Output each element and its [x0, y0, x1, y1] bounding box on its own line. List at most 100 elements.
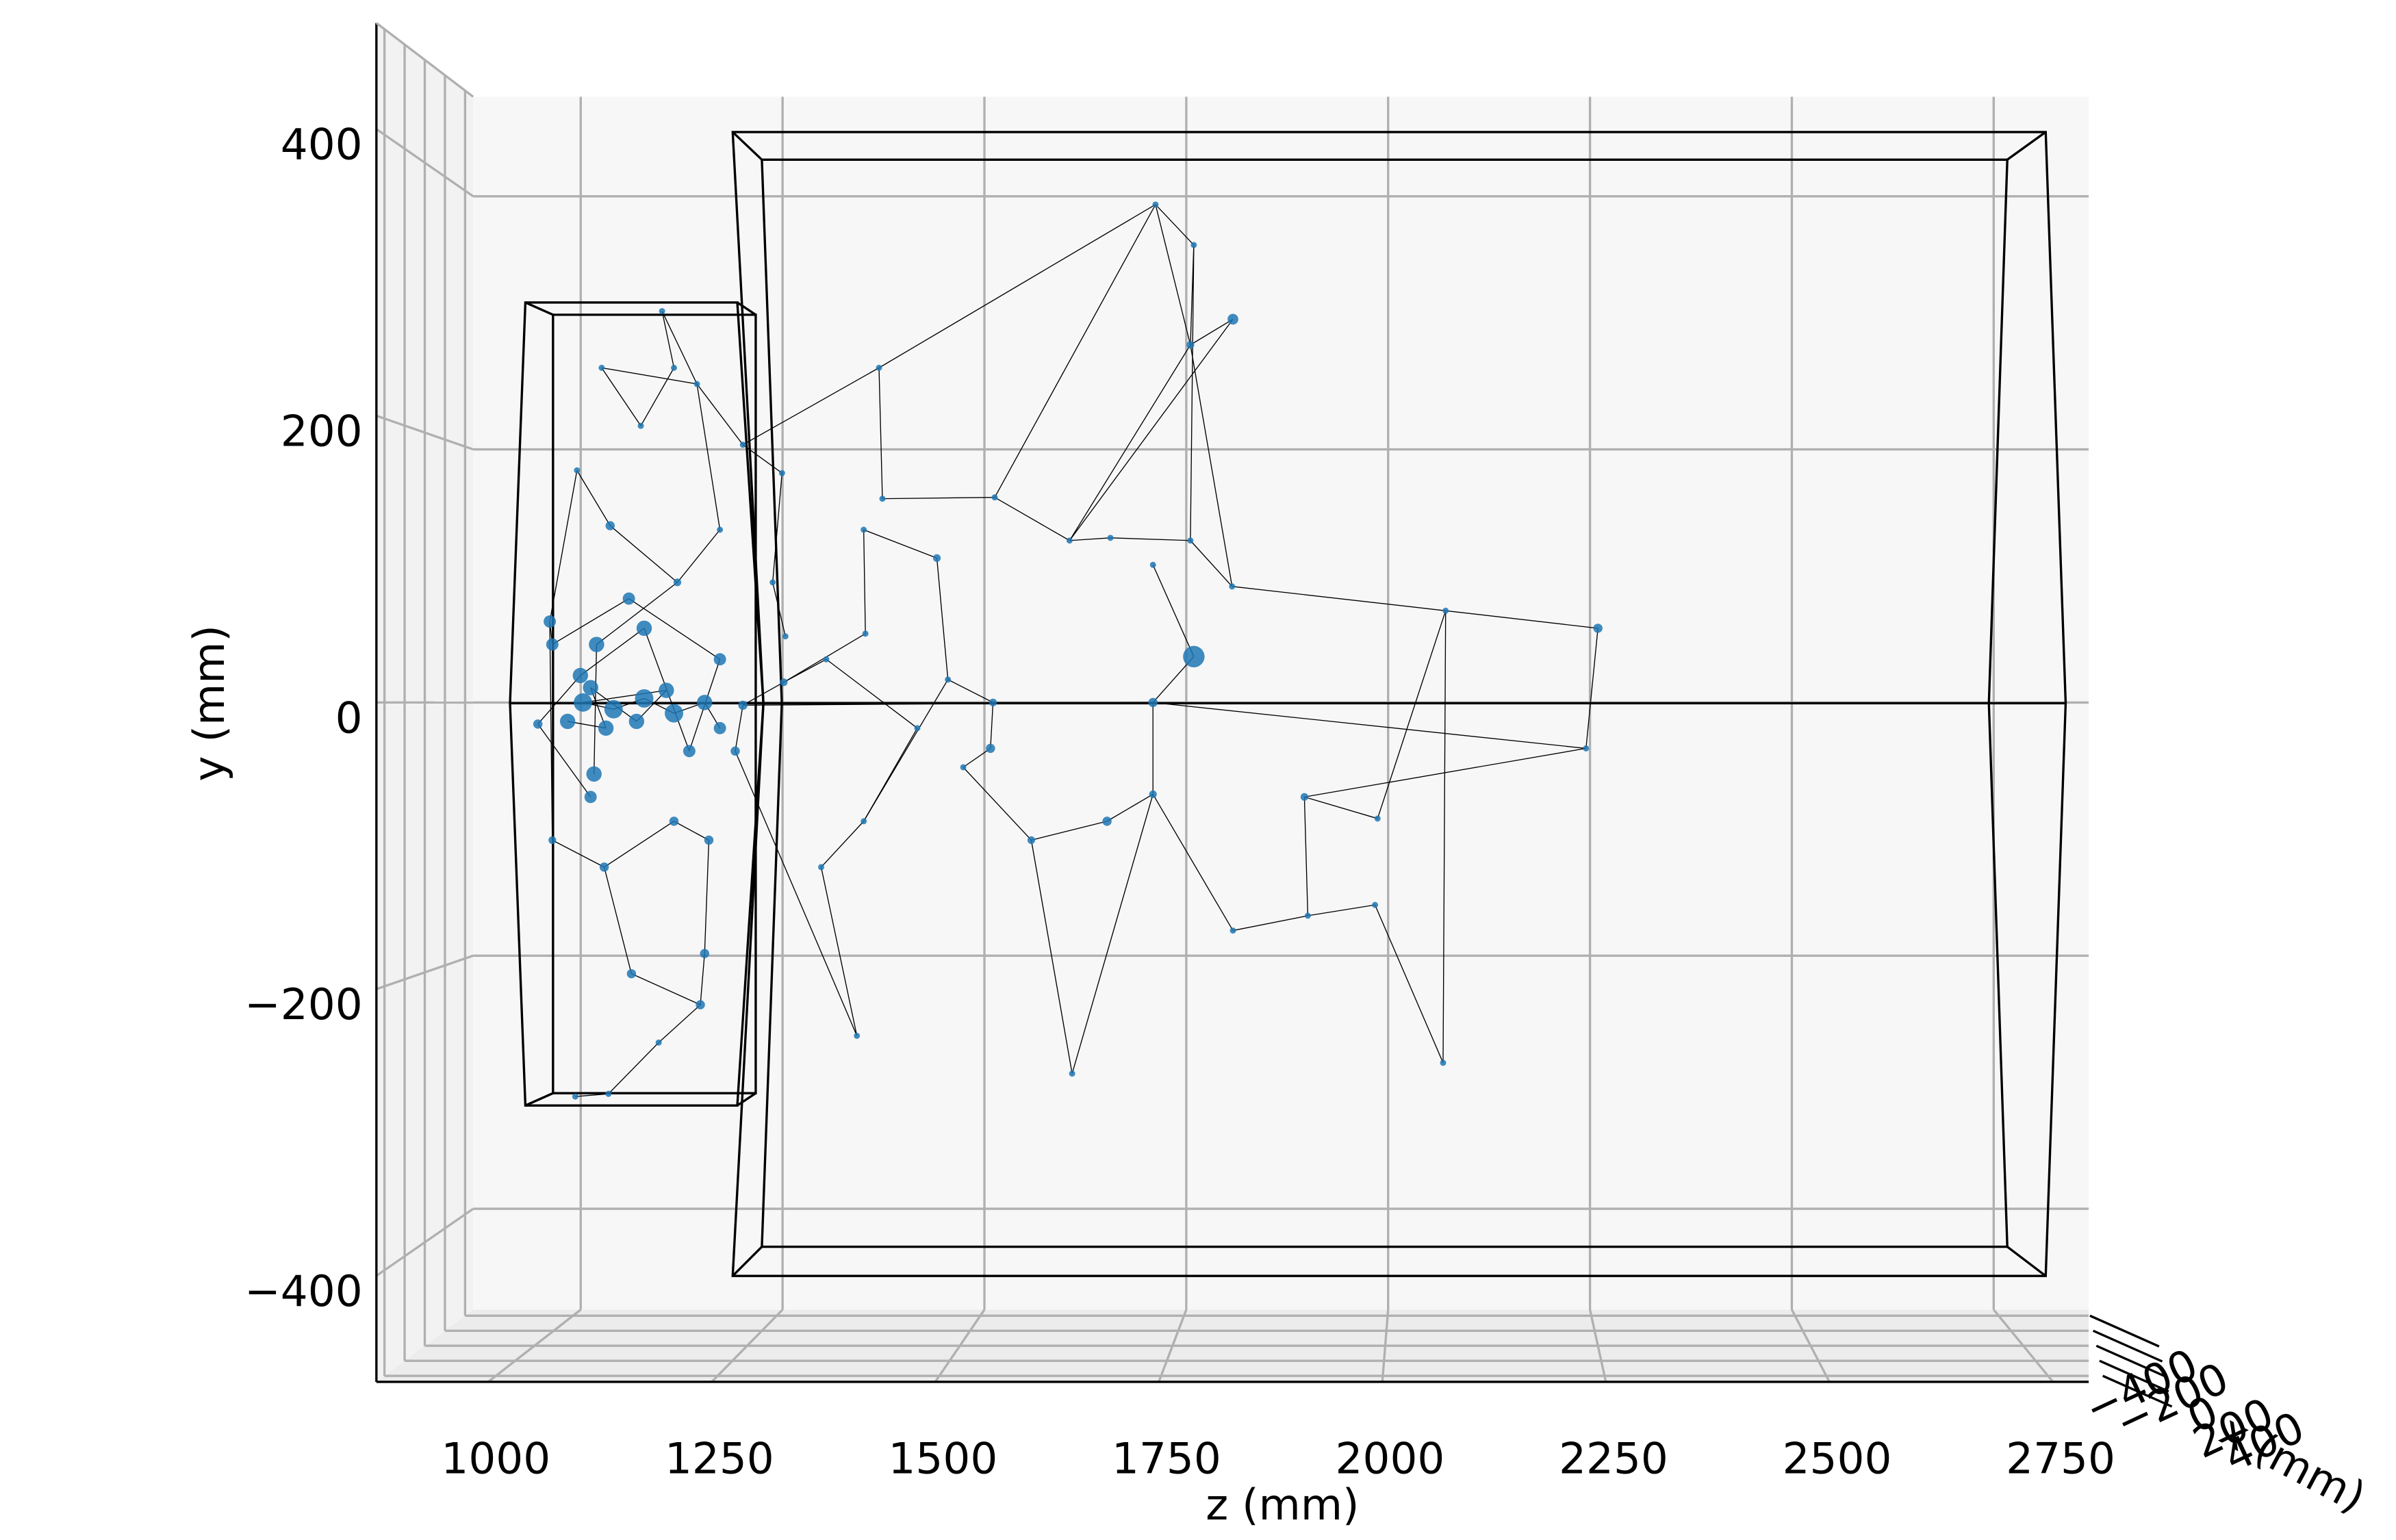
depth-tick	[2089, 1314, 2160, 1348]
grid-line	[1790, 1309, 1831, 1383]
point	[861, 526, 867, 533]
point	[769, 579, 776, 586]
edge	[700, 953, 705, 1005]
edge	[1308, 904, 1375, 916]
edge	[601, 367, 698, 385]
edge	[1303, 797, 1309, 916]
edge	[994, 204, 1156, 498]
edge	[549, 621, 553, 840]
point	[599, 862, 609, 872]
edge	[1069, 537, 1111, 541]
point	[1227, 313, 1238, 325]
point	[533, 719, 543, 729]
x-axis-label: z (mm)	[1206, 1480, 1359, 1530]
point	[671, 364, 678, 371]
point	[605, 1090, 612, 1097]
edge	[1155, 204, 1195, 246]
point	[572, 667, 589, 684]
box-edge	[732, 1246, 763, 1277]
edge	[882, 496, 995, 500]
point	[665, 704, 683, 723]
point	[546, 638, 559, 651]
point	[780, 678, 788, 686]
pane-edge	[375, 22, 474, 98]
x-tick-label: 1000	[441, 1434, 550, 1484]
point	[730, 746, 740, 756]
edge	[947, 679, 993, 703]
point	[1440, 1060, 1446, 1066]
depth-tick	[2092, 1329, 2163, 1363]
edge	[594, 644, 598, 774]
point	[659, 308, 665, 315]
point	[544, 615, 557, 628]
edge	[1152, 794, 1234, 931]
point	[584, 791, 597, 804]
point	[1229, 927, 1236, 934]
y-tick-label: 400	[281, 120, 363, 170]
point	[1069, 1070, 1075, 1077]
edge	[661, 311, 675, 368]
edge	[631, 973, 701, 1005]
point	[700, 949, 709, 958]
point	[696, 1000, 705, 1010]
edge	[580, 628, 645, 676]
point	[989, 698, 997, 706]
edge	[742, 367, 880, 446]
edge	[1445, 610, 1598, 629]
point	[914, 725, 921, 732]
edge	[552, 839, 604, 868]
edge	[863, 529, 866, 634]
grid-line	[1588, 1309, 1607, 1383]
point	[583, 680, 598, 695]
box-inner	[552, 313, 757, 1094]
grid-line	[375, 1207, 474, 1277]
point	[628, 713, 645, 730]
point	[1300, 793, 1309, 801]
point	[1190, 242, 1197, 248]
point	[1149, 790, 1157, 799]
edge	[1304, 796, 1378, 819]
point	[1187, 537, 1194, 544]
edge	[696, 383, 743, 446]
box-edge	[524, 1092, 554, 1107]
grid-line	[375, 128, 474, 198]
point	[1583, 745, 1590, 752]
edge	[963, 747, 991, 768]
point	[1152, 201, 1159, 208]
point	[1442, 607, 1449, 614]
y-tick-label: 0	[335, 693, 363, 743]
point	[1374, 815, 1381, 822]
edge	[1585, 628, 1598, 749]
point	[991, 494, 998, 501]
edge	[704, 840, 710, 954]
edge	[1152, 564, 1195, 657]
point	[548, 836, 557, 845]
point	[960, 764, 967, 771]
edge	[863, 529, 937, 559]
labels: z (mm) y (mm) x (mm) −400−20002004001000…	[184, 120, 2373, 1530]
depth-tick	[2102, 1374, 2173, 1408]
point	[945, 676, 952, 683]
grid-line	[487, 1309, 582, 1383]
x-tick-label: 1250	[665, 1434, 774, 1484]
edge	[661, 311, 698, 385]
edge	[742, 682, 785, 706]
point	[739, 441, 746, 448]
point	[622, 592, 635, 605]
edge	[735, 751, 858, 1036]
box-edge	[737, 1092, 756, 1107]
edge	[1069, 344, 1191, 541]
edge	[604, 821, 674, 868]
point	[693, 381, 700, 387]
point	[636, 620, 652, 637]
box-edge	[2006, 131, 2047, 161]
edge	[963, 767, 1032, 840]
edge	[821, 821, 865, 868]
point	[635, 689, 654, 708]
point	[704, 835, 714, 845]
point	[738, 700, 748, 710]
point	[572, 1093, 578, 1100]
point	[713, 721, 726, 734]
